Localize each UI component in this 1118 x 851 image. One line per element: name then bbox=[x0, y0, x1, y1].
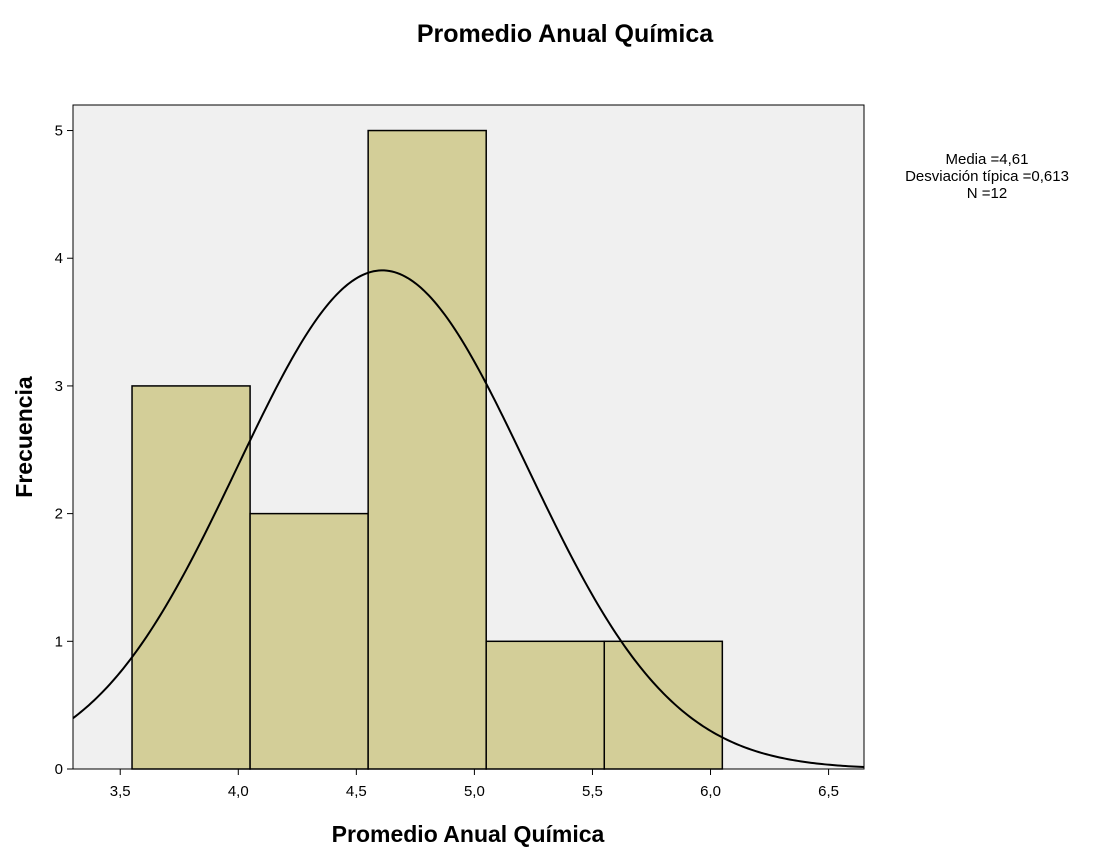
histogram-bar bbox=[603, 640, 724, 770]
y-tick-label: 1 bbox=[55, 633, 63, 650]
stats-mean: Media =4,61 bbox=[946, 151, 1029, 168]
x-tick-label: 5,5 bbox=[582, 783, 603, 800]
y-tick-label: 3 bbox=[55, 378, 63, 395]
x-tick-label: 6,0 bbox=[700, 783, 721, 800]
x-axis-label: Promedio Anual Química bbox=[332, 821, 605, 847]
stats-std-dev: Desviación típica =0,613 bbox=[905, 168, 1069, 185]
plot-border bbox=[72, 104, 865, 770]
x-tick-label: 4,5 bbox=[346, 783, 367, 800]
histogram-bar bbox=[249, 512, 369, 770]
y-axis-ticks: 0 1 2 3 4 5 bbox=[55, 123, 73, 778]
x-tick-label: 3,5 bbox=[110, 783, 131, 800]
stats-box: Media =4,61 Desviación típica =0,613 N =… bbox=[905, 151, 1069, 202]
histogram-bar bbox=[367, 129, 487, 770]
x-tick-label: 6,5 bbox=[818, 783, 839, 800]
x-tick-label: 5,0 bbox=[464, 783, 485, 800]
normal-curve bbox=[72, 269, 865, 769]
histogram-bars bbox=[131, 129, 724, 770]
x-axis-ticks: 3,5 4,0 4,5 5,0 5,5 6,0 6,5 bbox=[110, 769, 839, 800]
histogram-bar bbox=[485, 640, 606, 770]
histogram-bar bbox=[131, 385, 251, 770]
y-tick-label: 4 bbox=[55, 250, 63, 267]
chart-title: Promedio Anual Química bbox=[417, 20, 714, 48]
y-tick-label: 0 bbox=[55, 761, 63, 778]
y-tick-label: 5 bbox=[55, 123, 63, 140]
y-tick-label: 2 bbox=[55, 506, 63, 523]
y-axis-label: Frecuencia bbox=[11, 376, 37, 498]
stats-n: N =12 bbox=[967, 185, 1007, 202]
x-tick-label: 4,0 bbox=[228, 783, 249, 800]
